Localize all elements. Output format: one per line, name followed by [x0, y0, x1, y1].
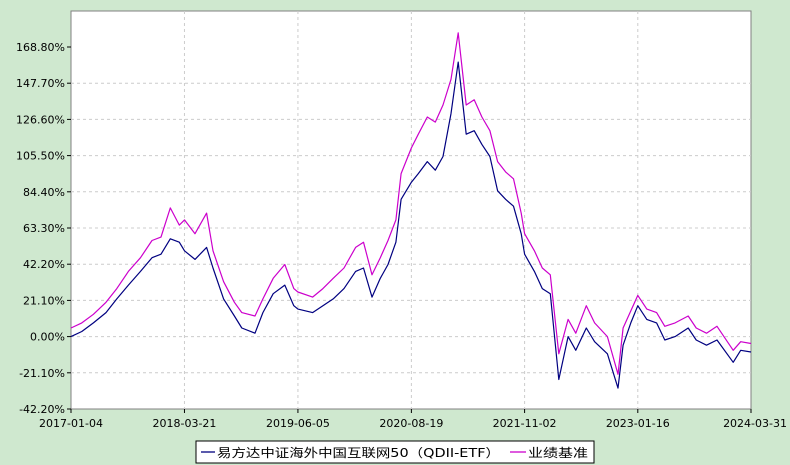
y-tick-label: 168.80% [16, 41, 65, 54]
y-tick-label: 105.50% [16, 150, 65, 163]
x-tick-label: 2023-01-16 [606, 417, 670, 430]
y-tick-label: -21.10% [19, 367, 65, 380]
x-tick-label: 2021-11-02 [493, 417, 557, 430]
series-line-benchmark [70, 32, 752, 375]
grid-layer [71, 11, 751, 409]
legend-box [195, 440, 595, 464]
y-tick-label: 63.30% [23, 222, 65, 235]
legend-label-fund: 易方达中证海外中国互联网50（QDII-ETF） [217, 445, 500, 460]
x-tick-label: 2024-03-31 [723, 417, 787, 430]
series-line-fund [70, 61, 752, 389]
legend: 易方达中证海外中国互联网50（QDII-ETF） 业绩基准 [195, 440, 595, 464]
series-layer [70, 32, 752, 389]
y-tick-label: -42.20% [19, 403, 65, 416]
x-axis-ticks: 2017-01-04 2018-03-21 2019-06-05 2020-08-19… [39, 409, 787, 430]
x-tick-label: 2019-06-05 [266, 417, 330, 430]
y-tick-label: 42.20% [23, 258, 65, 271]
y-axis-ticks: 168.80% 147.70% 126.60% 105.50% 84.40% 63.30%… [16, 41, 71, 416]
y-tick-label: 84.40% [23, 186, 65, 199]
x-tick-label: 2020-08-19 [379, 417, 443, 430]
x-tick-label: 2018-03-21 [152, 417, 216, 430]
y-tick-label: 0.00% [30, 331, 65, 344]
x-tick-label: 2017-01-04 [39, 417, 103, 430]
y-tick-label: 147.70% [16, 77, 65, 90]
legend-label-benchmark: 业绩基准 [528, 446, 588, 460]
y-tick-label: 126.60% [16, 113, 65, 126]
y-tick-label: 21.10% [23, 294, 65, 307]
